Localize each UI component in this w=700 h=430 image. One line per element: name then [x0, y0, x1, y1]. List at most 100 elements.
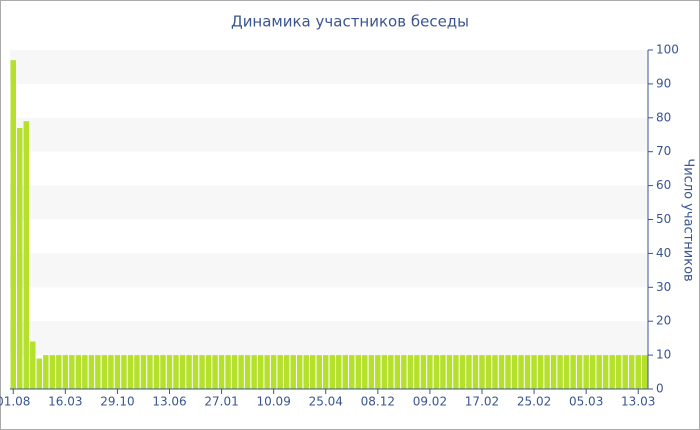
bar [596, 355, 602, 389]
bar [192, 355, 199, 389]
bar [531, 355, 537, 389]
bar [257, 355, 264, 389]
bar [498, 355, 505, 389]
bar [309, 355, 316, 389]
bar [140, 355, 147, 389]
bar [277, 355, 283, 389]
bar [329, 355, 335, 389]
bar [290, 355, 296, 389]
bar [518, 355, 524, 389]
bar [75, 355, 82, 389]
y-tick-label: 30 [656, 280, 671, 294]
bar [459, 355, 466, 389]
y-tick-label: 90 [656, 76, 671, 90]
bar [635, 355, 641, 389]
x-tick-label: 01.08 [0, 395, 30, 409]
bar [336, 355, 342, 389]
bar [570, 355, 576, 389]
bar [270, 355, 277, 389]
bar [69, 355, 75, 389]
bar [583, 355, 589, 389]
x-tick-label: 10.09 [256, 395, 290, 409]
bar [186, 355, 192, 389]
x-tick-label: 27.01 [204, 395, 238, 409]
bar [375, 355, 381, 389]
bar [179, 355, 186, 389]
bar [43, 355, 49, 389]
bar [36, 358, 43, 389]
y-tick-label: 0 [656, 382, 664, 396]
bar [446, 355, 453, 389]
x-tick-label: 05.03 [569, 395, 603, 409]
bar [88, 355, 95, 389]
x-tick-label: 09.02 [413, 395, 447, 409]
y-tick-label: 60 [656, 178, 671, 192]
bar [602, 355, 609, 389]
bar [622, 355, 628, 389]
bar [114, 355, 121, 389]
bar [557, 355, 563, 389]
bar [30, 341, 36, 389]
bar [349, 355, 355, 389]
bar [121, 355, 127, 389]
bar [205, 355, 212, 389]
bar [381, 355, 388, 389]
y-tick-label: 10 [656, 348, 671, 362]
bar [134, 355, 140, 389]
bar [225, 355, 231, 389]
bar [368, 355, 375, 389]
bar [316, 355, 322, 389]
bar [544, 355, 550, 389]
bar [485, 355, 492, 389]
grid-band [10, 117, 648, 152]
bar [440, 355, 446, 389]
x-tick-label: 13.06 [152, 395, 186, 409]
bar [401, 355, 407, 389]
bar [492, 355, 498, 389]
x-tick-label: 13.03 [621, 395, 655, 409]
bar [550, 355, 557, 389]
bar [362, 355, 368, 389]
bar [160, 355, 166, 389]
grid-band [10, 253, 648, 288]
bar [108, 355, 114, 389]
bar [212, 355, 218, 389]
bar [238, 355, 244, 389]
bar [524, 355, 531, 389]
bar [283, 355, 290, 389]
bar [23, 121, 30, 389]
y-tick-label: 20 [656, 314, 671, 328]
bar [231, 355, 238, 389]
x-tick-label: 25.04 [309, 395, 343, 409]
x-tick-label: 29.10 [100, 395, 134, 409]
bar [453, 355, 459, 389]
bar [414, 355, 420, 389]
y-axis-label: Число участников [681, 158, 696, 281]
bar [173, 355, 179, 389]
bar [56, 355, 62, 389]
bar [388, 355, 394, 389]
bar [62, 355, 69, 389]
bar [199, 355, 205, 389]
bar [628, 355, 635, 389]
bar [166, 355, 173, 389]
bar [609, 355, 615, 389]
bar [563, 355, 570, 389]
x-tick-label: 17.02 [465, 395, 499, 409]
x-tick-label: 16.03 [48, 395, 82, 409]
bar [642, 355, 648, 389]
y-tick-label: 70 [656, 144, 671, 158]
bar [251, 355, 257, 389]
bar [427, 355, 433, 389]
x-tick-label: 08.12 [361, 395, 395, 409]
bar [589, 355, 596, 389]
bar [407, 355, 414, 389]
chart-title: Динамика участников беседы [231, 13, 469, 31]
bar [153, 355, 160, 389]
bar [101, 355, 108, 389]
bar [303, 355, 309, 389]
y-tick-label: 40 [656, 246, 671, 260]
bar [472, 355, 479, 389]
